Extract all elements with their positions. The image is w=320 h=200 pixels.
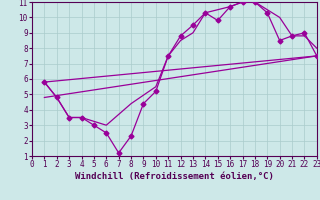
X-axis label: Windchill (Refroidissement éolien,°C): Windchill (Refroidissement éolien,°C) xyxy=(75,172,274,181)
